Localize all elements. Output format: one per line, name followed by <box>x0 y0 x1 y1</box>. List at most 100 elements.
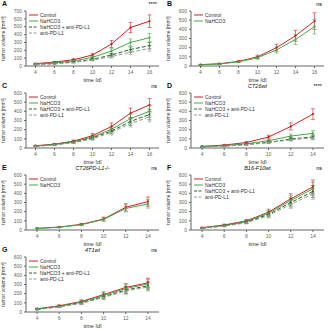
svg-text:time [d]: time [d] <box>83 77 102 82</box>
svg-text:200: 200 <box>179 44 188 50</box>
svg-text:tumor volume [mm³]: tumor volume [mm³] <box>165 16 171 61</box>
svg-text:500: 500 <box>179 99 188 105</box>
svg-text:12: 12 <box>109 151 115 157</box>
svg-text:300: 300 <box>179 35 188 41</box>
svg-text:8: 8 <box>72 151 75 157</box>
svg-text:tumor volume [mm³]: tumor volume [mm³] <box>165 180 171 225</box>
svg-text:0: 0 <box>184 145 187 151</box>
svg-text:600: 600 <box>14 172 23 178</box>
svg-text:10: 10 <box>266 151 272 157</box>
svg-text:8: 8 <box>237 69 240 75</box>
svg-text:500: 500 <box>14 99 23 105</box>
svg-text:12: 12 <box>109 69 115 75</box>
svg-text:400: 400 <box>14 272 23 278</box>
svg-text:time [d]: time [d] <box>83 323 102 328</box>
svg-text:16: 16 <box>312 69 318 75</box>
svg-text:4: 4 <box>199 69 202 75</box>
svg-text:16: 16 <box>147 151 153 157</box>
svg-text:0: 0 <box>184 227 187 233</box>
svg-text:100: 100 <box>179 136 188 142</box>
svg-text:14: 14 <box>145 233 151 239</box>
svg-text:10: 10 <box>90 69 96 75</box>
svg-text:4: 4 <box>36 315 39 321</box>
svg-text:10: 10 <box>255 69 261 75</box>
svg-text:300: 300 <box>179 199 188 205</box>
svg-text:10: 10 <box>101 315 107 321</box>
svg-text:0: 0 <box>19 309 22 315</box>
svg-text:tumor volume [mm³]: tumor volume [mm³] <box>165 98 171 143</box>
svg-text:6: 6 <box>223 151 226 157</box>
svg-text:100: 100 <box>14 300 23 306</box>
svg-text:16: 16 <box>147 69 153 75</box>
svg-text:100: 100 <box>14 55 23 61</box>
svg-text:200: 200 <box>14 290 23 296</box>
svg-text:12: 12 <box>288 151 294 157</box>
svg-text:500: 500 <box>179 17 188 23</box>
svg-text:100: 100 <box>14 218 23 224</box>
svg-text:100: 100 <box>179 218 188 224</box>
svg-text:6: 6 <box>58 315 61 321</box>
svg-text:time [d]: time [d] <box>248 159 267 164</box>
svg-text:8: 8 <box>80 315 83 321</box>
svg-text:14: 14 <box>145 315 151 321</box>
svg-text:12: 12 <box>274 69 280 75</box>
svg-text:400: 400 <box>179 108 188 114</box>
svg-text:6: 6 <box>218 69 221 75</box>
svg-text:300: 300 <box>14 281 23 287</box>
svg-text:14: 14 <box>310 233 316 239</box>
svg-text:4: 4 <box>36 233 39 239</box>
svg-text:300: 300 <box>179 117 188 123</box>
svg-text:4: 4 <box>201 151 204 157</box>
svg-text:600: 600 <box>179 8 188 14</box>
svg-text:600: 600 <box>179 172 188 178</box>
svg-text:0: 0 <box>19 227 22 233</box>
svg-text:time [d]: time [d] <box>83 159 102 164</box>
svg-text:8: 8 <box>245 151 248 157</box>
svg-text:10: 10 <box>90 151 96 157</box>
svg-text:12: 12 <box>123 233 129 239</box>
svg-text:200: 200 <box>179 126 188 132</box>
svg-text:400: 400 <box>179 190 188 196</box>
svg-text:14: 14 <box>310 151 316 157</box>
svg-text:0: 0 <box>19 63 22 69</box>
svg-text:500: 500 <box>179 181 188 187</box>
svg-text:6: 6 <box>58 233 61 239</box>
svg-text:600: 600 <box>14 90 23 96</box>
svg-text:time [d]: time [d] <box>83 241 102 246</box>
svg-text:14: 14 <box>293 69 299 75</box>
svg-text:6: 6 <box>53 69 56 75</box>
svg-text:500: 500 <box>14 181 23 187</box>
svg-text:300: 300 <box>14 117 23 123</box>
svg-text:4: 4 <box>34 151 37 157</box>
svg-text:600: 600 <box>179 90 188 96</box>
svg-text:10: 10 <box>266 233 272 239</box>
svg-text:100: 100 <box>179 54 188 60</box>
svg-text:400: 400 <box>14 31 23 37</box>
svg-text:8: 8 <box>72 69 75 75</box>
svg-text:14: 14 <box>128 151 134 157</box>
svg-text:8: 8 <box>245 233 248 239</box>
svg-text:time [d]: time [d] <box>248 77 267 82</box>
svg-text:300: 300 <box>14 199 23 205</box>
svg-text:400: 400 <box>14 108 23 114</box>
svg-text:200: 200 <box>14 47 23 53</box>
svg-text:14: 14 <box>128 69 134 75</box>
svg-text:0: 0 <box>184 63 187 69</box>
svg-text:4: 4 <box>201 233 204 239</box>
svg-text:12: 12 <box>123 315 129 321</box>
svg-text:600: 600 <box>14 16 23 22</box>
svg-text:400: 400 <box>14 190 23 196</box>
svg-text:time [d]: time [d] <box>248 241 267 246</box>
svg-text:4: 4 <box>34 69 37 75</box>
svg-text:200: 200 <box>14 126 23 132</box>
svg-text:8: 8 <box>80 233 83 239</box>
svg-text:10: 10 <box>101 233 107 239</box>
svg-text:200: 200 <box>179 208 188 214</box>
svg-text:12: 12 <box>288 233 294 239</box>
svg-text:700: 700 <box>14 8 23 14</box>
svg-text:300: 300 <box>14 39 23 45</box>
svg-text:400: 400 <box>179 26 188 32</box>
svg-text:500: 500 <box>14 23 23 29</box>
svg-text:600: 600 <box>14 254 23 260</box>
svg-text:0: 0 <box>19 145 22 151</box>
